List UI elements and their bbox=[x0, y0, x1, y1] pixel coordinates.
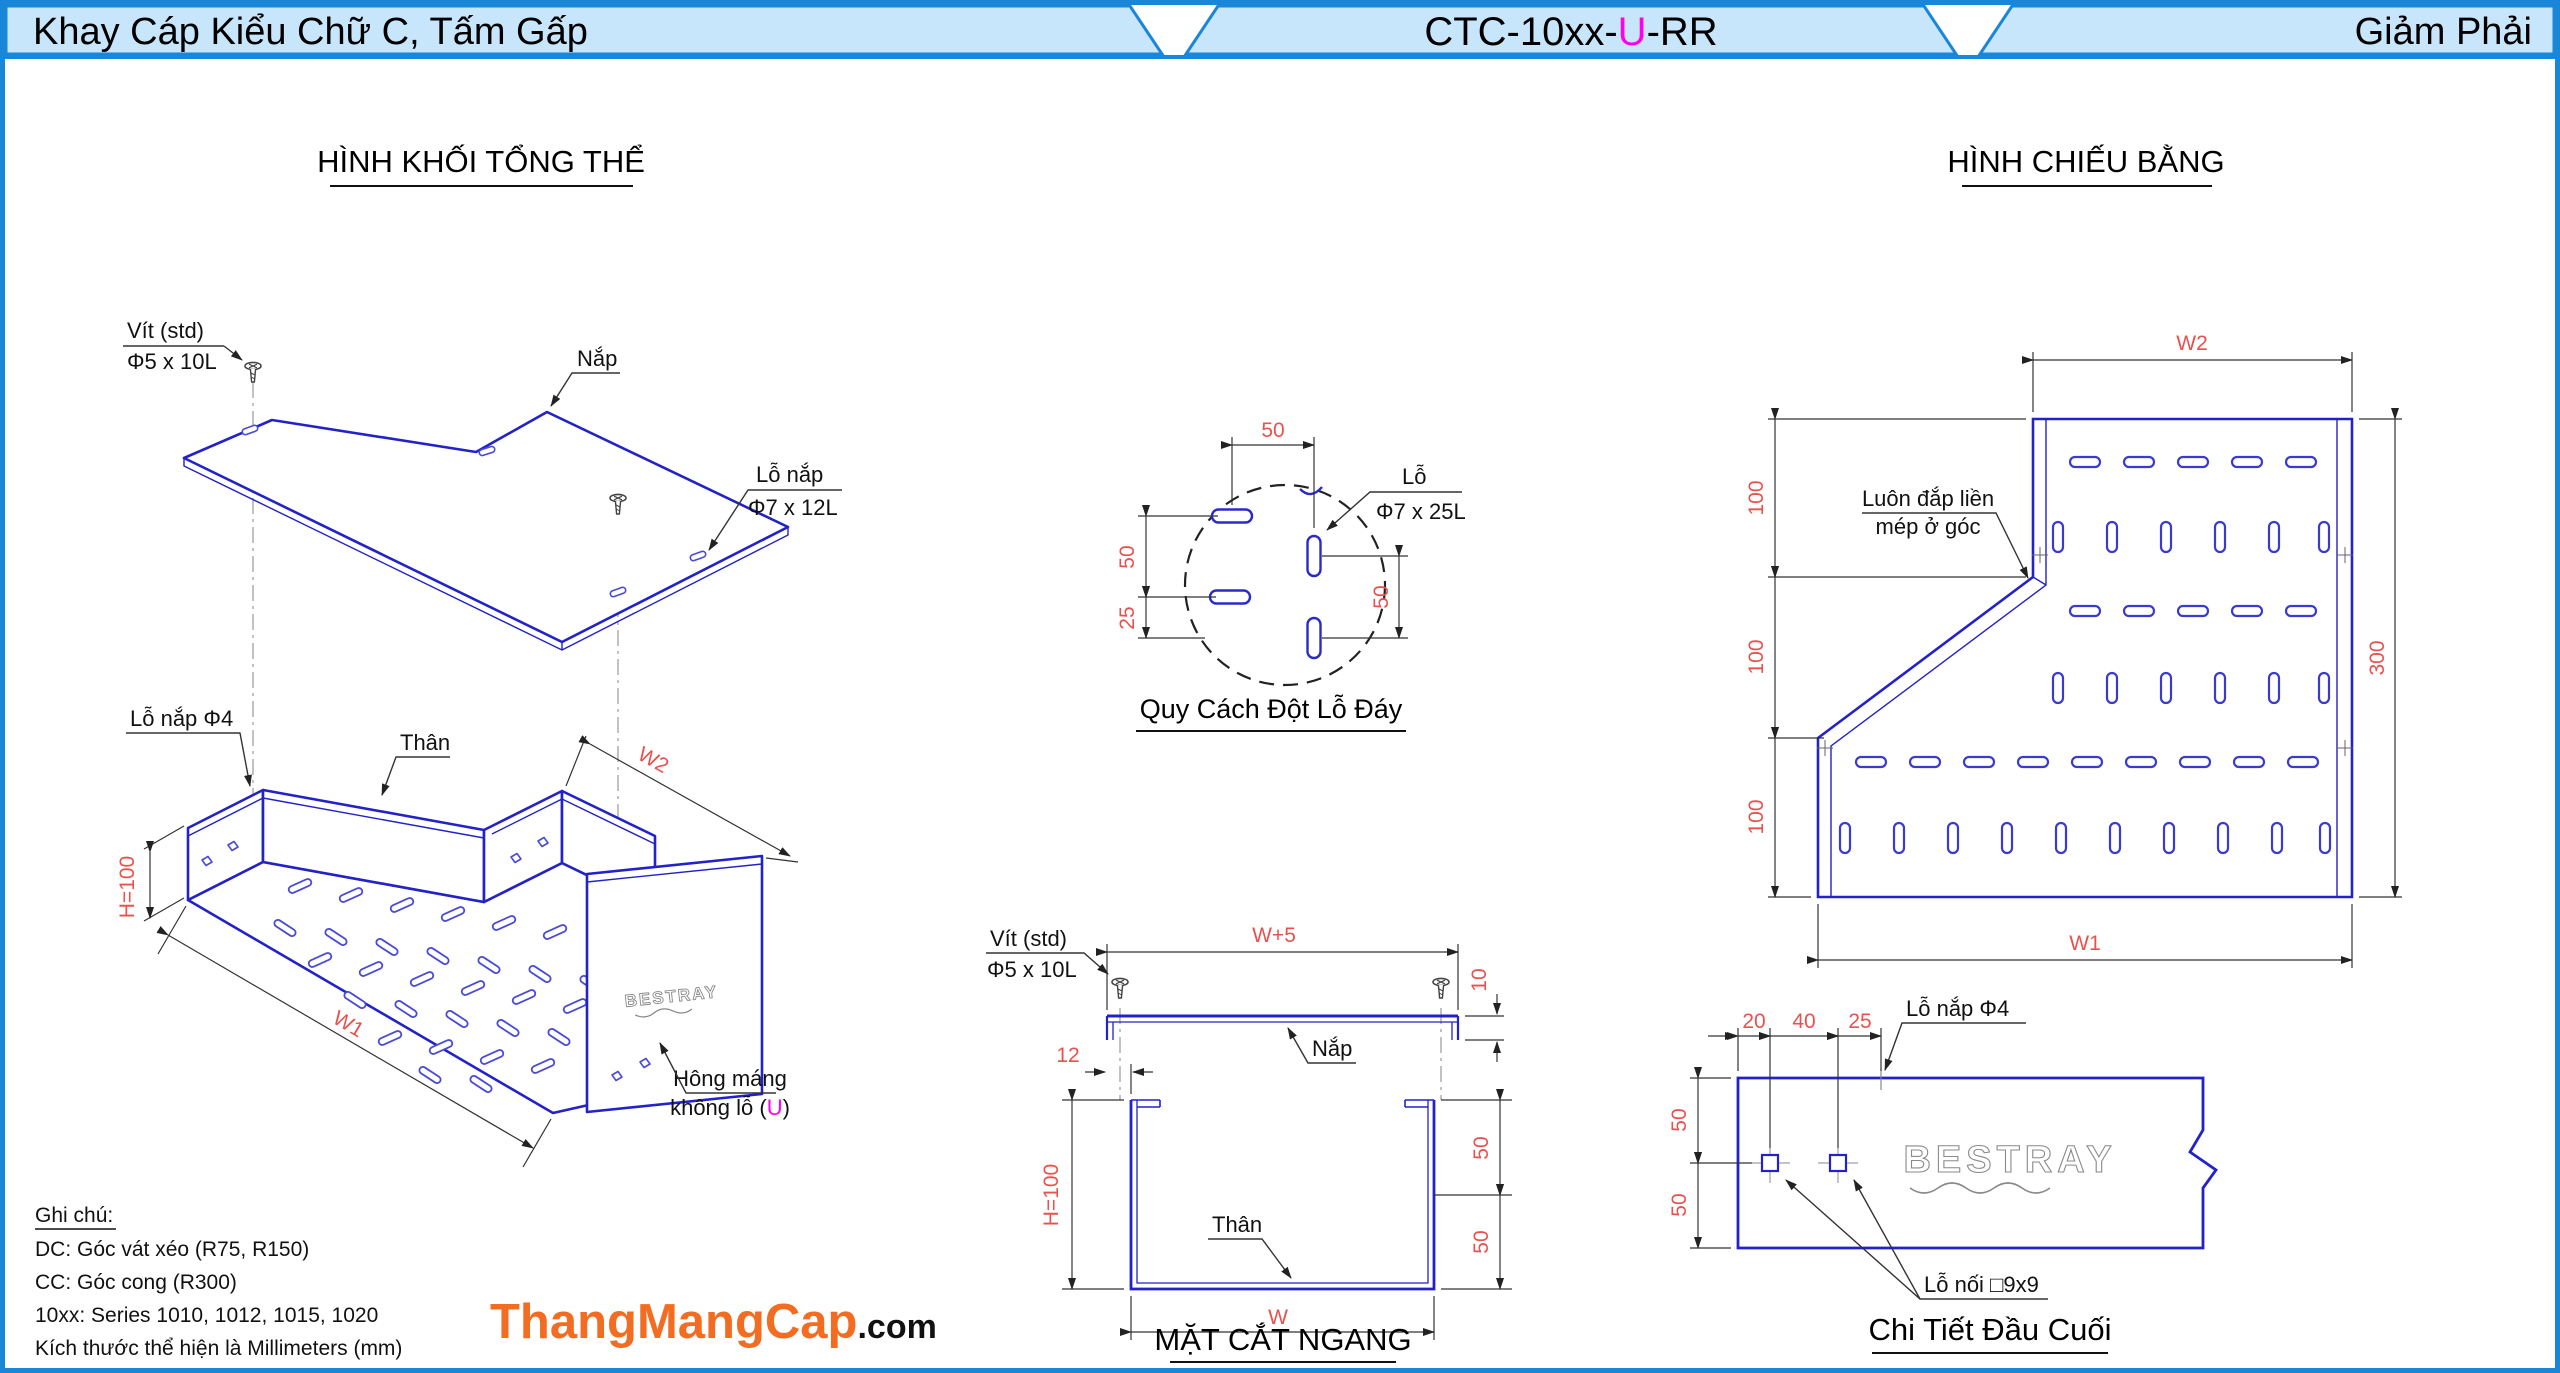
lid-label: Nắp bbox=[577, 346, 617, 371]
cross-section-title: MẶT CẮT NGANG bbox=[1154, 1321, 1411, 1357]
dimension-25: 25 bbox=[1848, 1010, 1871, 1033]
dimension-40: 40 bbox=[1792, 1010, 1815, 1033]
screw-label: Vít (std) bbox=[127, 318, 204, 343]
flange-center-marks bbox=[1817, 547, 2353, 756]
variant-title: Giảm Phải bbox=[2355, 11, 2532, 53]
note-line: 10xx: Series 1010, 1012, 1015, 1020 bbox=[35, 1304, 378, 1327]
dimension-50-right: 50 bbox=[1370, 585, 1393, 608]
product-code: CTC-10xx-U-RR bbox=[1424, 10, 1717, 54]
dimension-h: H=100 bbox=[1040, 1164, 1063, 1226]
hole-leader bbox=[1326, 491, 1462, 531]
punch-detail: 50 50 25 50 Lỗ Φ7 x 25L Quy Cách Đột Lỗ … bbox=[1116, 419, 1466, 732]
plan-dimension-w1: W1 bbox=[2069, 932, 2101, 955]
joint-hole-label: Lỗ nối □9x9 bbox=[1924, 1272, 2039, 1297]
plan-dimension-100-bot: 100 bbox=[1745, 799, 1768, 834]
dimension-w5: W+5 bbox=[1252, 924, 1296, 947]
side-label-line2: không lỗ (U) bbox=[670, 1095, 790, 1120]
lid-hole-size: Φ7 x 12L bbox=[748, 495, 838, 520]
header-right-banner bbox=[1977, 4, 2556, 56]
plan-dimension-100-mid: 100 bbox=[1745, 639, 1768, 674]
end-lid-hole-label: Lỗ nắp Φ4 bbox=[1906, 996, 2009, 1021]
header-left-banner bbox=[4, 4, 1165, 56]
end-detail: BESTRAY 20 40 25 50 50 Lỗ nắp Φ4 Lỗ nối … bbox=[1668, 996, 2218, 1354]
dimension-20: 20 bbox=[1742, 1010, 1765, 1033]
corner-note-line1: Luôn đắp liền bbox=[1862, 486, 1994, 511]
side-label-line1: Hông máng bbox=[673, 1066, 787, 1091]
header-center-banner bbox=[1183, 4, 1959, 56]
dimension-12: 12 bbox=[1056, 1044, 1079, 1067]
note-line: CC: Góc cong (R300) bbox=[35, 1271, 237, 1294]
end-detail-title: Chi Tiết Đầu Cuối bbox=[1869, 1312, 2112, 1347]
site-logo: ThangMangCap.com bbox=[490, 1295, 937, 1349]
body-label: Thân bbox=[400, 730, 450, 755]
overall-labels: Vít (std) Φ5 x 10L Nắp Lỗ nắp Φ7 x 12L L… bbox=[123, 318, 842, 1120]
dimension-50-b: 50 bbox=[1668, 1193, 1691, 1216]
section-dimensions bbox=[1062, 944, 1512, 1340]
cross-section: W+5 10 12 H=100 50 50 W Vít (std) Φ5 x 1… bbox=[986, 924, 1512, 1363]
rim-notch-slot bbox=[1299, 486, 1323, 496]
overall-dimensions bbox=[143, 735, 799, 1168]
hole-size-label: Φ7 x 25L bbox=[1376, 499, 1466, 524]
cover-hole-label: Lỗ nắp Φ4 bbox=[130, 706, 233, 731]
dimension-10: 10 bbox=[1468, 968, 1491, 991]
overall-view: HÌNH KHỐI TỔNG THỂ bbox=[116, 143, 842, 1168]
plan-shape bbox=[1816, 417, 2354, 899]
plan-dimension-300: 300 bbox=[2366, 640, 2389, 675]
end-detail-dimensions bbox=[1690, 1028, 1882, 1249]
overall-view-title: HÌNH KHỐI TỔNG THỂ bbox=[317, 143, 645, 179]
punch-detail-title: Quy Cách Đột Lỗ Đáy bbox=[1140, 693, 1403, 724]
screw-label-size: Φ5 x 10L bbox=[127, 349, 217, 374]
dimension-50-top: 50 bbox=[1261, 419, 1284, 442]
section-body-label: Thân bbox=[1212, 1212, 1262, 1237]
note-line: Kích thước thể hiện là Millimeters (mm) bbox=[35, 1337, 402, 1360]
dimension-50-left: 50 bbox=[1116, 545, 1139, 568]
section-centerlines bbox=[1119, 1008, 1442, 1100]
notes-heading: Ghi chú: bbox=[35, 1204, 113, 1227]
section-lid bbox=[1105, 1014, 1460, 1040]
header-bar: Khay Cáp Kiểu Chữ C, Tấm Gấp CTC-10xx-U-… bbox=[4, 4, 2556, 56]
note-line: DC: Góc vát xéo (R75, R150) bbox=[35, 1238, 309, 1261]
lid-shape bbox=[182, 410, 790, 651]
dimension-h100: H=100 bbox=[116, 856, 139, 918]
dimension-50-lower: 50 bbox=[1470, 1230, 1493, 1253]
dimension-50-a: 50 bbox=[1668, 1108, 1691, 1131]
section-lid-label: Nắp bbox=[1312, 1036, 1352, 1061]
dimension-w: W bbox=[1268, 1306, 1288, 1329]
lid-hole-label: Lỗ nắp bbox=[756, 462, 823, 487]
corner-note-leader bbox=[1862, 512, 2029, 579]
notes-block: Ghi chú: DC: Góc vát xéo (R75, R150) CC:… bbox=[35, 1204, 402, 1360]
bestray-logo-large: BESTRAY bbox=[1903, 1138, 2116, 1194]
plan-dimension-w2: W2 bbox=[2176, 332, 2208, 355]
sheet-title: Khay Cáp Kiểu Chữ C, Tấm Gấp bbox=[33, 11, 588, 53]
end-panel-shape bbox=[1736, 1076, 2218, 1250]
dimension-50-upper: 50 bbox=[1470, 1136, 1493, 1159]
joint-holes bbox=[1750, 1143, 1858, 1183]
section-screw-label: Vít (std) bbox=[990, 926, 1067, 951]
section-screw-size: Φ5 x 10L bbox=[987, 957, 1077, 982]
plan-dimensions bbox=[1768, 352, 2402, 968]
corner-note-line2: mép ở góc bbox=[1876, 514, 1981, 539]
punch-dimensions bbox=[1138, 437, 1408, 639]
svg-text:BESTRAY: BESTRAY bbox=[1903, 1139, 2116, 1181]
plan-view: HÌNH CHIẾU BẰNG W2 100 100 100 300 W1 Lu… bbox=[1745, 144, 2402, 968]
hole-label: Lỗ bbox=[1402, 464, 1426, 489]
dimension-25-left: 25 bbox=[1116, 606, 1139, 629]
detail-circle bbox=[1183, 483, 1387, 687]
plan-dimension-100-top: 100 bbox=[1745, 480, 1768, 515]
plan-view-title: HÌNH CHIẾU BẰNG bbox=[1947, 144, 2224, 179]
